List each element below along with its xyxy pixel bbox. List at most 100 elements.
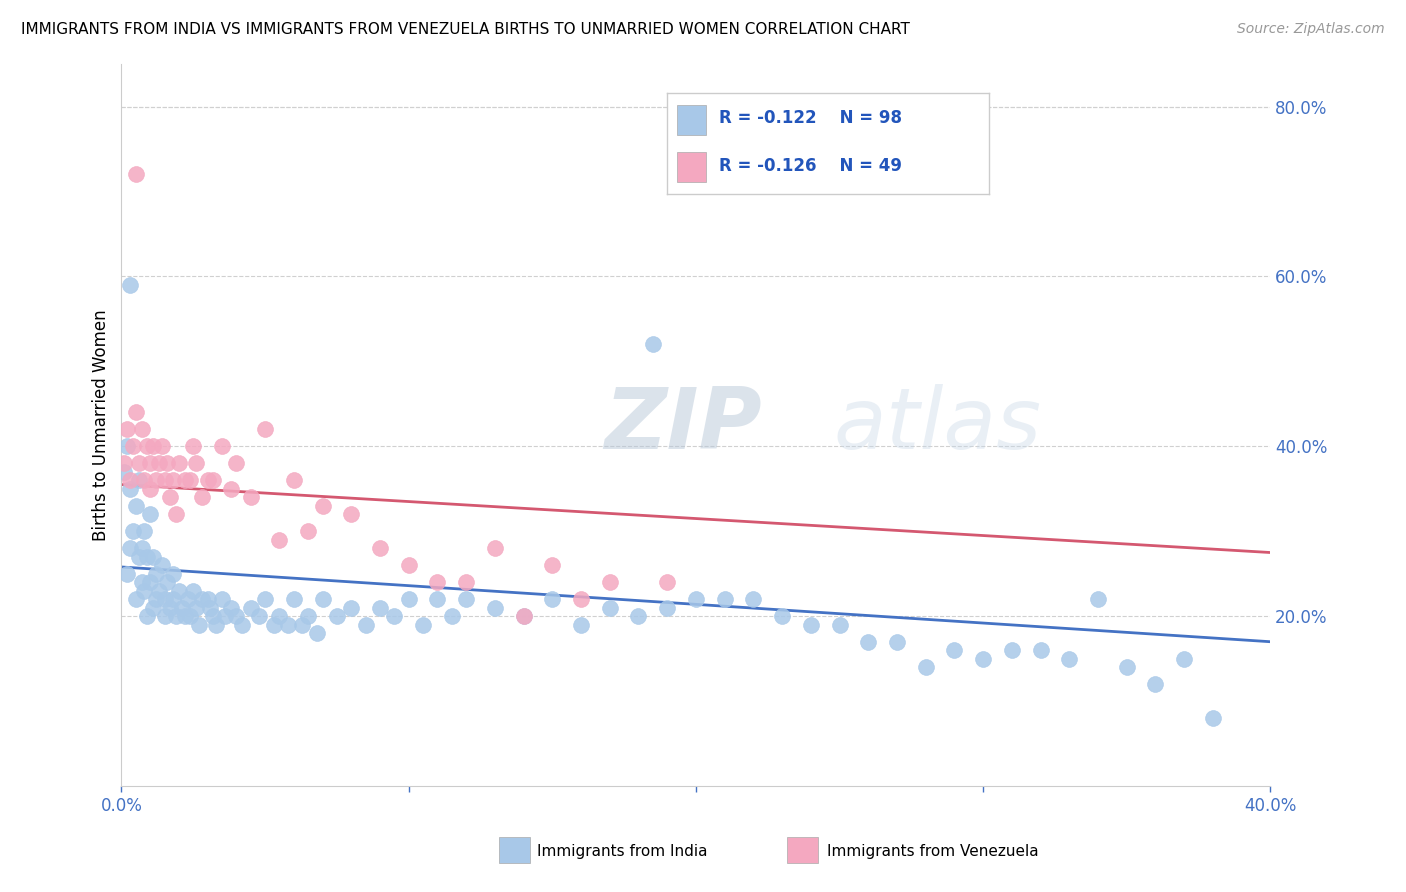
Point — [239, 491, 262, 505]
Point — [412, 617, 434, 632]
Point — [191, 491, 214, 505]
Point — [1202, 711, 1225, 725]
Point — [354, 617, 377, 632]
Point — [247, 609, 270, 624]
Point — [184, 600, 207, 615]
Point — [202, 473, 225, 487]
Point — [512, 609, 534, 624]
Point — [225, 456, 247, 470]
Point — [297, 524, 319, 539]
Point — [142, 600, 165, 615]
Point — [176, 592, 198, 607]
Point — [165, 609, 187, 624]
Point — [219, 482, 242, 496]
Point — [179, 609, 201, 624]
Point — [742, 592, 765, 607]
Point — [134, 524, 156, 539]
Point — [136, 439, 159, 453]
Point — [277, 617, 299, 632]
Point — [128, 473, 150, 487]
Point — [153, 592, 176, 607]
Point — [145, 566, 167, 581]
Point — [120, 473, 142, 487]
Point — [297, 609, 319, 624]
Point — [112, 465, 135, 479]
Point — [181, 439, 204, 453]
Point — [914, 660, 936, 674]
Point — [326, 609, 349, 624]
Point — [569, 592, 592, 607]
Point — [456, 592, 478, 607]
Point — [657, 600, 679, 615]
Point — [139, 508, 162, 522]
Point — [800, 617, 823, 632]
Point — [627, 609, 650, 624]
Point — [283, 592, 305, 607]
Point — [148, 456, 170, 470]
Point — [291, 617, 314, 632]
Text: Immigrants from Venezuela: Immigrants from Venezuela — [827, 845, 1039, 859]
Text: ZIP: ZIP — [605, 384, 762, 467]
Point — [131, 422, 153, 436]
Point — [219, 600, 242, 615]
Point — [426, 575, 449, 590]
Point — [125, 592, 148, 607]
Point — [125, 168, 148, 182]
Point — [165, 508, 187, 522]
Point — [197, 473, 219, 487]
Point — [340, 600, 363, 615]
Point — [641, 337, 664, 351]
Point — [128, 549, 150, 564]
Text: IMMIGRANTS FROM INDIA VS IMMIGRANTS FROM VENEZUELA BIRTHS TO UNMARRIED WOMEN COR: IMMIGRANTS FROM INDIA VS IMMIGRANTS FROM… — [21, 22, 910, 37]
Point — [1001, 643, 1024, 657]
Point — [197, 592, 219, 607]
Point — [569, 617, 592, 632]
Point — [112, 456, 135, 470]
Point — [368, 541, 391, 556]
Point — [156, 575, 179, 590]
Point — [181, 583, 204, 598]
Point — [134, 583, 156, 598]
Point — [440, 609, 463, 624]
Point — [398, 592, 420, 607]
Point — [134, 473, 156, 487]
Point — [1059, 651, 1081, 665]
Text: atlas: atlas — [834, 384, 1042, 467]
Point — [167, 583, 190, 598]
Point — [828, 617, 851, 632]
Point — [368, 600, 391, 615]
Point — [263, 617, 285, 632]
Point — [382, 609, 405, 624]
Point — [269, 533, 291, 547]
Point — [139, 456, 162, 470]
Point — [770, 609, 793, 624]
Point — [156, 456, 179, 470]
Y-axis label: Births to Unmarried Women: Births to Unmarried Women — [93, 310, 110, 541]
Point — [150, 439, 173, 453]
Point — [599, 600, 621, 615]
Point — [456, 575, 478, 590]
Point — [122, 524, 145, 539]
Point — [340, 508, 363, 522]
Point — [120, 482, 142, 496]
Point — [311, 499, 333, 513]
Point — [541, 592, 564, 607]
Point — [148, 583, 170, 598]
Point — [200, 600, 222, 615]
Point — [211, 439, 233, 453]
Text: Immigrants from India: Immigrants from India — [537, 845, 707, 859]
Point — [1115, 660, 1137, 674]
Point — [191, 592, 214, 607]
Point — [173, 609, 195, 624]
Point — [972, 651, 994, 665]
Point — [150, 558, 173, 573]
Point — [115, 566, 138, 581]
Point — [1173, 651, 1195, 665]
Point — [162, 592, 184, 607]
Point — [139, 482, 162, 496]
Point — [153, 473, 176, 487]
Point — [131, 541, 153, 556]
Point — [1029, 643, 1052, 657]
Point — [283, 473, 305, 487]
Point — [142, 549, 165, 564]
